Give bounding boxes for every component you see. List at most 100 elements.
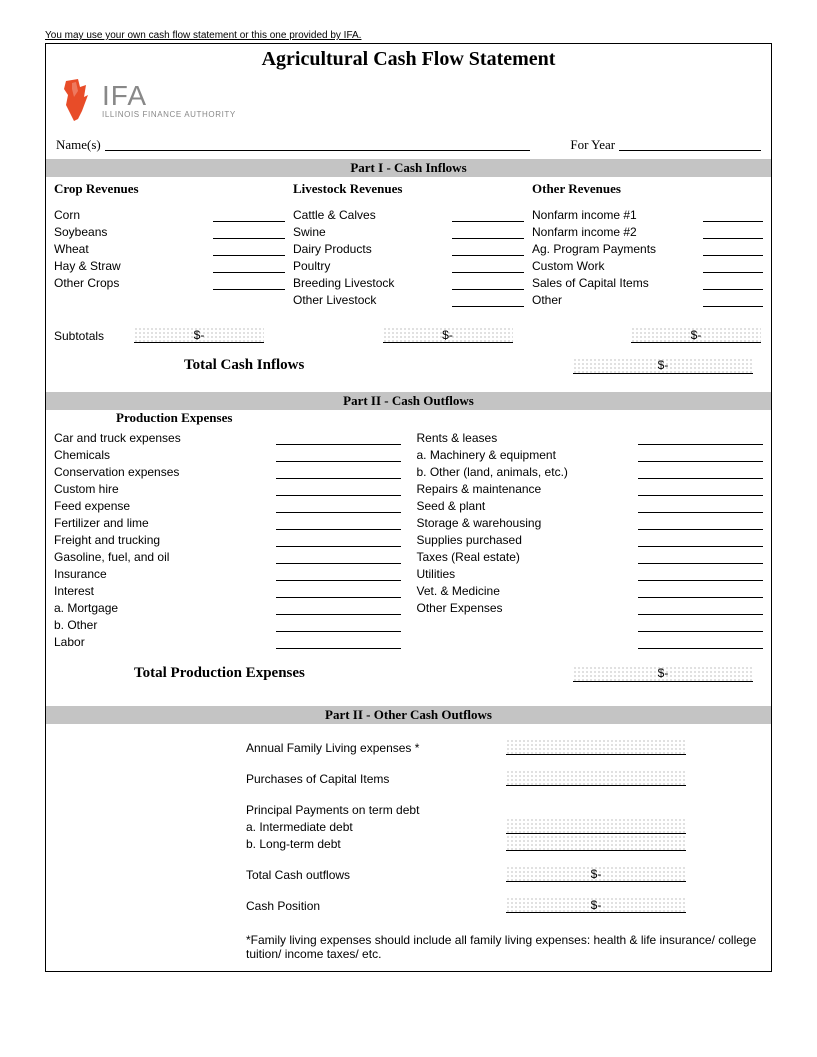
expense-input[interactable] [276, 431, 401, 445]
expense-input[interactable] [638, 516, 763, 530]
total-production-value[interactable]: $- [573, 666, 753, 682]
expense-input[interactable] [276, 499, 401, 513]
other-outflow-value[interactable]: $- [506, 866, 686, 882]
year-input-line[interactable] [619, 137, 761, 151]
expense-input[interactable] [276, 584, 401, 598]
line-item-input[interactable] [703, 208, 763, 222]
expense-input[interactable] [276, 550, 401, 564]
line-item-input[interactable] [452, 276, 524, 290]
line-item-input[interactable] [703, 225, 763, 239]
other-head: Other Revenues [532, 181, 763, 197]
line-item-input[interactable] [703, 293, 763, 307]
line-item: Other Crops [54, 273, 285, 290]
expense-input[interactable] [276, 635, 401, 649]
line-item: Swine [293, 222, 524, 239]
expense-item [417, 632, 764, 649]
logo-text-sub: ILLINOIS FINANCE AUTHORITY [102, 110, 236, 119]
expense-item: Repairs & maintenance [417, 479, 764, 496]
expense-input[interactable] [638, 448, 763, 462]
subtotal-crop[interactable]: $- [134, 327, 264, 343]
expense-label: Custom hire [54, 482, 119, 496]
expense-item: Freight and trucking [54, 530, 401, 547]
expense-input[interactable] [276, 567, 401, 581]
other-column: Other Revenues Nonfarm income #1Nonfarm … [532, 181, 763, 307]
page-title: Agricultural Cash Flow Statement [46, 44, 771, 77]
line-item: Wheat [54, 239, 285, 256]
line-item-input[interactable] [213, 276, 285, 290]
expense-input[interactable] [276, 448, 401, 462]
expense-input[interactable] [638, 482, 763, 496]
expense-label: b. Other [54, 618, 97, 632]
expense-label: Repairs & maintenance [417, 482, 542, 496]
other-outflow-value[interactable]: $- [506, 897, 686, 913]
expense-label: Labor [54, 635, 85, 649]
line-item-label: Wheat [54, 242, 91, 256]
expense-input[interactable] [638, 431, 763, 445]
expense-label: Rents & leases [417, 431, 498, 445]
line-item: Nonfarm income #1 [532, 205, 763, 222]
crop-head: Crop Revenues [54, 181, 285, 197]
expense-label: Gasoline, fuel, and oil [54, 550, 169, 564]
expense-input[interactable] [638, 550, 763, 564]
line-item-label: Soybeans [54, 225, 109, 239]
other-outflow-label: b. Long-term debt [246, 837, 506, 851]
production-expenses-head: Production Expenses [116, 410, 771, 426]
line-item-input[interactable] [452, 293, 524, 307]
line-item-input[interactable] [703, 242, 763, 256]
part2b-body: Annual Family Living expenses *Purchases… [46, 724, 771, 923]
part2-header: Part II - Cash Outflows [46, 392, 771, 410]
expense-input[interactable] [276, 618, 401, 632]
line-item-input[interactable] [213, 259, 285, 273]
livestock-column: Livestock Revenues Cattle & CalvesSwineD… [293, 181, 524, 307]
expense-label: b. Other (land, animals, etc.) [417, 465, 568, 479]
expense-input[interactable] [638, 533, 763, 547]
subtotals-row: Subtotals $- $- $- [46, 307, 771, 351]
total-inflows-value[interactable]: $- [573, 358, 753, 374]
total-inflows-label: Total Cash Inflows [184, 357, 304, 374]
line-item-input[interactable] [452, 225, 524, 239]
subtotal-livestock[interactable]: $- [383, 327, 513, 343]
expense-input[interactable] [276, 482, 401, 496]
expense-input[interactable] [638, 567, 763, 581]
other-outflow-value[interactable] [506, 739, 686, 755]
expense-input[interactable] [638, 584, 763, 598]
other-outflow-row: Purchases of Capital Items [246, 769, 763, 786]
other-outflow-value[interactable] [506, 835, 686, 851]
subtotals-label: Subtotals [54, 329, 134, 343]
other-outflow-value[interactable] [506, 818, 686, 834]
expense-input[interactable] [276, 516, 401, 530]
line-item-input[interactable] [213, 208, 285, 222]
other-outflow-value[interactable] [506, 770, 686, 786]
expense-label: Vet. & Medicine [417, 584, 500, 598]
expense-label: Car and truck expenses [54, 431, 181, 445]
expense-label: Seed & plant [417, 499, 486, 513]
other-outflow-label: Cash Position [246, 899, 506, 913]
expense-input[interactable] [276, 465, 401, 479]
expense-label: Other Expenses [417, 601, 503, 615]
expense-input[interactable] [638, 618, 763, 632]
line-item-input[interactable] [452, 259, 524, 273]
names-input-line[interactable] [105, 137, 531, 151]
expense-input[interactable] [638, 499, 763, 513]
document-frame: Agricultural Cash Flow Statement IFA ILL… [45, 43, 772, 972]
line-item-input[interactable] [452, 208, 524, 222]
expense-input[interactable] [276, 533, 401, 547]
name-row: Name(s) For Year [46, 137, 771, 159]
part2-left-column: Car and truck expensesChemicalsConservat… [54, 428, 401, 649]
expense-item: a. Mortgage [54, 598, 401, 615]
other-outflow-row: Total Cash outflows$- [246, 865, 763, 882]
part2-right-column: Rents & leasesa. Machinery & equipmentb.… [417, 428, 764, 649]
line-item-input[interactable] [703, 276, 763, 290]
expense-input[interactable] [638, 465, 763, 479]
line-item-input[interactable] [703, 259, 763, 273]
line-item-input[interactable] [213, 242, 285, 256]
subtotal-other[interactable]: $- [631, 327, 761, 343]
expense-label: Feed expense [54, 499, 130, 513]
line-item-input[interactable] [213, 225, 285, 239]
line-item-input[interactable] [452, 242, 524, 256]
expense-input[interactable] [638, 601, 763, 615]
expense-input[interactable] [638, 635, 763, 649]
expense-item: Vet. & Medicine [417, 581, 764, 598]
expense-input[interactable] [276, 601, 401, 615]
line-item-label: Poultry [293, 259, 332, 273]
